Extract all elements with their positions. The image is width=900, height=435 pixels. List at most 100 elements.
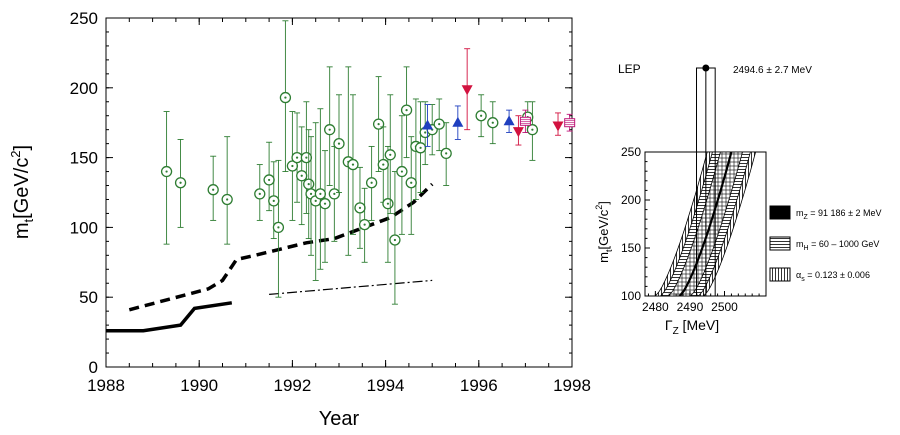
indirect-fit-point-dot <box>323 202 327 205</box>
indirect-fit-point-dot <box>337 142 341 145</box>
indirect-fit-point-dot <box>309 192 313 195</box>
blue-triangle-point <box>422 119 434 130</box>
indirect-fit-point-dot <box>226 198 229 201</box>
legend-label: αs = 0.123 ± 0.006 <box>796 270 870 283</box>
indirect-fit-point-dot <box>165 170 168 173</box>
legend-label-value: = 91 186 ± 2 MeV <box>808 208 882 218</box>
indirect-fit-point-dot <box>531 128 534 131</box>
main-y-axis-label-unit: [GeV/c <box>11 158 33 219</box>
x-tick-label: 1990 <box>180 376 218 395</box>
indirect-fit-point-dot <box>491 121 494 124</box>
indirect-fit-point-dot <box>438 122 441 126</box>
lep-y-axis-label-main: m <box>596 252 611 263</box>
lep-y-tick-label: 100 <box>621 289 641 303</box>
indirect-fit-point-dot <box>272 199 275 202</box>
indirect-fit-point-dot <box>405 109 408 112</box>
indirect-fit-point-dot <box>268 178 271 182</box>
main-y-axis-label-sub: t <box>21 218 36 222</box>
y-tick-label: 200 <box>70 79 98 98</box>
blue-triangle-point <box>452 116 464 127</box>
indirect-fit-point-dot <box>358 206 362 209</box>
indirect-fit-point-dot <box>377 122 380 126</box>
indirect-fit-point-dot <box>319 192 322 195</box>
main-y-axis-label-close: ] <box>11 145 33 151</box>
legend-swatch <box>769 205 791 220</box>
indirect-fit-point-dot <box>382 163 385 166</box>
y-tick-label: 50 <box>79 288 98 307</box>
lower-limit-dashdot-line <box>269 279 433 295</box>
legend-label-main: m <box>796 208 804 218</box>
lep-measurement: 2494.6 ± 2.7 MeV <box>733 65 812 76</box>
lep-y-axis-label-sub: t <box>604 249 614 252</box>
red-triangle-point <box>552 121 564 132</box>
legend-label-sub: s <box>801 276 805 283</box>
y-tick-label: 0 <box>89 358 98 377</box>
indirect-fit-point-dot <box>419 146 422 149</box>
indirect-fit-point-dot <box>258 192 261 195</box>
legend-label: mH = 60 – 1000 GeV <box>796 239 879 252</box>
indirect-fit-point-dot <box>370 181 373 184</box>
lep-x-tick-label: 2500 <box>711 300 738 314</box>
lep-axis-ticks: 2480 2490 2500 100 150 200 250 <box>621 145 767 314</box>
legend-label-value: = 60 – 1000 GeV <box>809 239 880 249</box>
indirect-fit-point-dot <box>300 174 303 177</box>
legend-label: mZ = 91 186 ± 2 MeV <box>796 208 882 221</box>
legend-swatch <box>769 267 791 282</box>
x-tick-label: 1996 <box>460 376 498 395</box>
x-tick-label: 1994 <box>367 376 405 395</box>
lep-measurement-point <box>702 64 710 72</box>
indirect-fit-point-dot <box>393 238 397 242</box>
lep-x-axis-label-unit: [MeV] <box>679 317 719 333</box>
main-y-axis-label-sup: 2 <box>8 150 23 157</box>
indirect-fit-point-dot <box>424 131 427 134</box>
y-tick-label: 100 <box>70 218 98 237</box>
indirect-fit-point-dot <box>295 156 299 159</box>
indirect-fit-point-dot <box>333 192 336 195</box>
red-triangle-point <box>512 127 524 138</box>
lep-y-axis-label-sup: 2 <box>594 205 604 210</box>
lep-plot: LEP 2494.6 ± 2.7 MeV 2480 2490 2500 100 150 2… <box>594 62 882 337</box>
legend-label-main: m <box>796 239 804 249</box>
blue-triangle-point <box>503 115 515 126</box>
indirect-fit-point-dot <box>400 170 404 173</box>
indirect-fit-point-dot <box>410 181 413 184</box>
legend-label-main: α <box>796 270 801 280</box>
lep-title: LEP <box>618 62 641 76</box>
lep-y-axis-label-close: ] <box>596 201 611 205</box>
indirect-fit-point-dot <box>314 199 317 202</box>
indirect-fit-point-dot <box>389 153 392 156</box>
indirect-fit-point-dot <box>307 183 310 186</box>
lep-x-axis-label-sub: Z <box>673 326 679 337</box>
main-plot: 1988 1990 1992 1994 1996 1998050100150200250 … <box>8 9 591 430</box>
y-tick-label: 150 <box>70 149 98 168</box>
lower-limit-solid-line <box>106 301 233 333</box>
indirect-fit-point-dot <box>284 96 287 99</box>
x-tick-label: 1992 <box>273 376 311 395</box>
legend-label-sub: H <box>804 245 809 252</box>
indirect-fit-point-dot <box>351 163 355 166</box>
indirect-fit-point-dot <box>277 226 280 229</box>
lep-x-tick-label: 2480 <box>642 300 669 314</box>
x-tick-label: 1988 <box>87 376 125 395</box>
red-triangle-point <box>461 85 473 96</box>
y-tick-label: 250 <box>70 9 98 28</box>
lep-y-tick-label: 150 <box>621 241 641 255</box>
lep-x-tick-label: 2490 <box>677 300 704 314</box>
indirect-fit-point-dot <box>445 152 448 155</box>
legend-swatch <box>769 236 791 251</box>
legend-label-sub: Z <box>804 214 809 221</box>
main-axis-ticks: 1988 1990 1992 1994 1996 1998 0 50 100 150 200 250 <box>70 9 591 395</box>
indirect-fit-point-dot <box>179 181 182 184</box>
lep-y-tick-label: 250 <box>621 145 641 159</box>
indirect-fit-point-dot <box>328 128 331 131</box>
lep-y-axis-label: mt[GeV/c2] <box>594 201 614 263</box>
data-points <box>160 20 576 305</box>
main-x-axis-label: Year <box>319 408 360 430</box>
lep-x-axis-label-main: Γ <box>665 317 673 333</box>
x-tick-label: 1998 <box>553 376 591 395</box>
indirect-fit-point-dot <box>305 156 308 159</box>
main-y-axis-label: mt[GeV/c2] <box>8 145 36 239</box>
indirect-fit-point-dot <box>291 164 294 168</box>
lep-measurement-box <box>696 64 716 297</box>
